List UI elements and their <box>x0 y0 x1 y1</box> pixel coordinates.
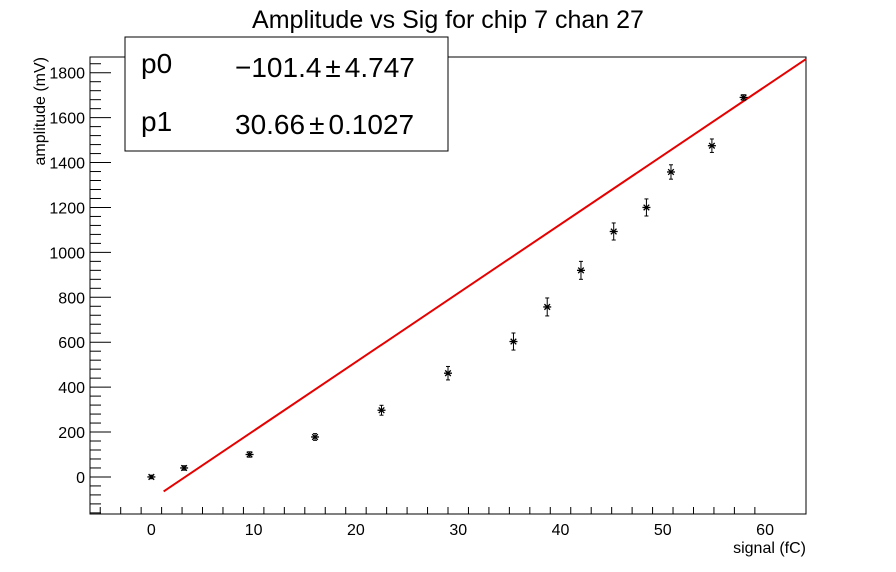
x-tick-label: 60 <box>756 522 774 539</box>
x-tick-label: 50 <box>654 522 672 539</box>
y-tick-label: 0 <box>76 470 85 487</box>
data-point <box>576 260 585 280</box>
fit-parameters-box: p0 −101.4 ±4.747 p1 30.66 ±0.1027 <box>124 36 449 152</box>
data-point <box>707 138 716 153</box>
data-point <box>739 94 748 101</box>
y-tick-label: 800 <box>58 290 85 307</box>
y-axis-title: amplitude (mV) <box>32 57 49 165</box>
data-point <box>444 365 452 381</box>
x-axis: 0 10 20 30 40 50 60 <box>99 507 774 539</box>
p1-value: 30.66 ±0.1027 <box>235 109 414 140</box>
p0-name: p0 <box>141 48 172 79</box>
x-tick-label: 20 <box>347 522 365 539</box>
data-points <box>147 94 748 481</box>
x-tick-label: 10 <box>245 522 263 539</box>
x-tick-label: 0 <box>147 522 156 539</box>
data-point <box>147 473 156 481</box>
y-axis: 0 200 400 600 800 1000 1200 1400 1600 1800 <box>49 63 111 514</box>
y-tick-label: 1800 <box>49 66 85 83</box>
data-point <box>377 404 386 416</box>
y-tick-label: 1600 <box>49 111 85 128</box>
data-point <box>245 451 254 458</box>
data-point <box>642 198 651 217</box>
stat-box-frame <box>124 36 449 152</box>
p1-name: p1 <box>141 106 172 137</box>
fit-line <box>163 58 807 493</box>
x-tick-label: 30 <box>449 522 467 539</box>
x-tick-label: 40 <box>552 522 570 539</box>
data-point <box>180 464 189 472</box>
data-point <box>666 164 675 180</box>
p0-value: −101.4 ±4.747 <box>235 52 415 83</box>
chart-title: Amplitude vs Sig for chip 7 chan 27 <box>252 6 644 34</box>
y-tick-label: 600 <box>58 335 85 352</box>
y-tick-label: 1200 <box>49 200 85 217</box>
data-point <box>609 222 618 241</box>
y-tick-label: 400 <box>58 380 85 397</box>
p0-plus-minus: ± <box>325 52 340 83</box>
p0-error: 4.747 <box>345 52 415 83</box>
p1-error: 0.1027 <box>328 109 414 140</box>
p1-value-number: 30.66 <box>235 109 305 140</box>
data-point <box>311 433 320 441</box>
data-point <box>543 297 552 317</box>
p1-plus-minus: ± <box>309 109 324 140</box>
y-tick-label: 1400 <box>49 156 85 173</box>
p0-value-number: −101.4 <box>235 52 321 83</box>
y-tick-label: 200 <box>58 425 85 442</box>
x-axis-title: signal (fC) <box>733 540 806 557</box>
data-point <box>509 332 518 351</box>
y-tick-label: 1000 <box>49 245 85 262</box>
